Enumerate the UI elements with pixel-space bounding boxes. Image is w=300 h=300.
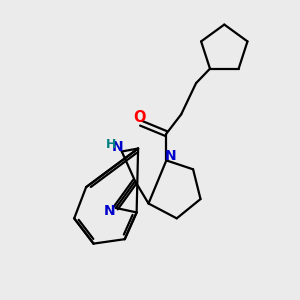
Text: N: N [165,149,177,163]
Text: N: N [104,204,116,218]
Text: H: H [106,138,116,151]
Text: O: O [133,110,146,125]
Text: N: N [112,140,123,154]
